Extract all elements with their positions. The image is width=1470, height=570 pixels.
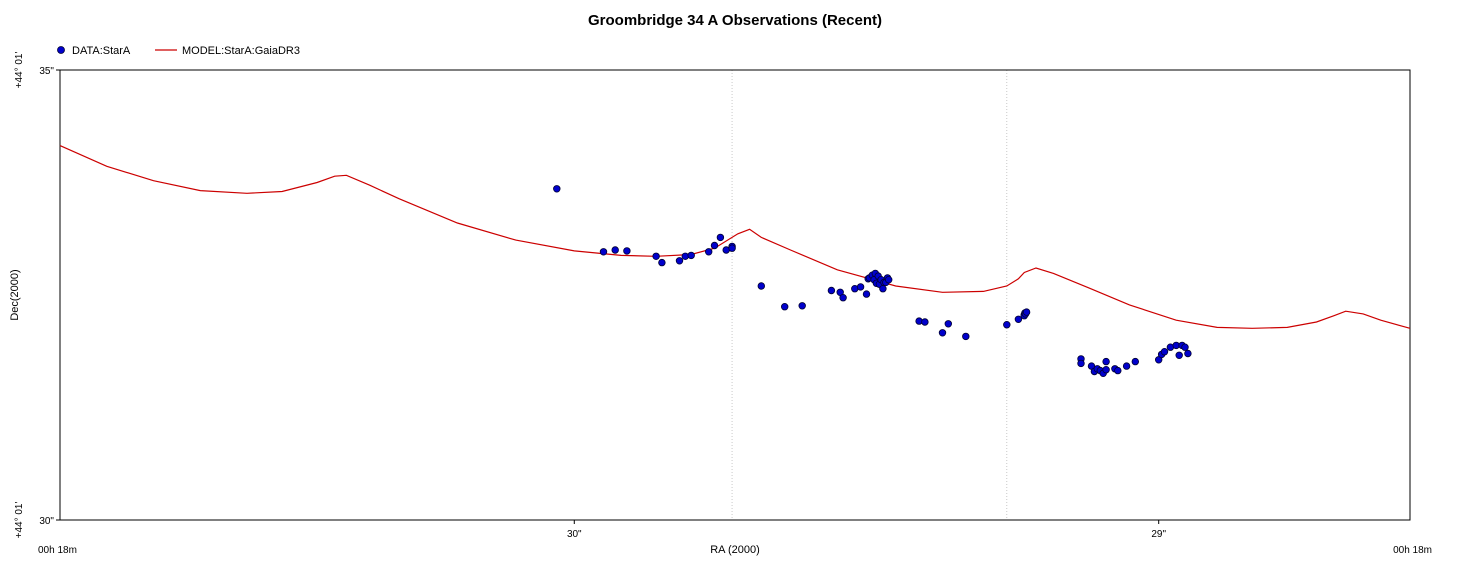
y-axis-label: Dec(2000) <box>9 269 21 320</box>
data-point-44 <box>1014 315 1023 323</box>
chart-title: Groombridge 34 A Observations (Recent) <box>588 12 882 29</box>
data-point-49 <box>1022 308 1031 316</box>
data-point-70 <box>1181 343 1189 351</box>
data-layer <box>553 185 1192 377</box>
data-point-5 <box>658 258 666 267</box>
data-point-68 <box>1175 351 1183 359</box>
plot-frame <box>59 69 1411 521</box>
data-point-16 <box>781 303 789 311</box>
data-point-17 <box>798 302 806 310</box>
data-point-71 <box>1184 349 1192 358</box>
data-point-7 <box>681 252 689 260</box>
data-point-41 <box>944 320 952 328</box>
model-line <box>59 145 1411 329</box>
x-tick-label-1: 30" <box>567 529 582 540</box>
data-point-0 <box>553 185 561 193</box>
data-point-51 <box>1077 359 1085 368</box>
data-point-39 <box>921 318 929 326</box>
data-point-10 <box>710 241 719 250</box>
data-point-37 <box>885 276 893 284</box>
data-point-3 <box>623 247 631 255</box>
data-point-40 <box>938 329 947 337</box>
data-point-33 <box>879 285 887 293</box>
y-tick-main-label-0: +44° 01' <box>14 52 25 89</box>
y-tick-label-0: 35" <box>39 66 54 77</box>
x-tick-label-0: 00h 18m <box>38 545 77 556</box>
tick-layer: 00h 18m 30" 29" 00h 18m 35" +44° 01' 30" +44° 0… <box>14 52 1432 556</box>
model-layer <box>59 145 1411 329</box>
data-point-2 <box>611 246 619 254</box>
data-point-57 <box>1102 357 1110 366</box>
legend-model-label: MODEL:StarA:GaiaDR3 <box>182 45 300 57</box>
data-point-15 <box>757 282 765 290</box>
data-point-42 <box>962 332 970 341</box>
data-point-65 <box>1160 348 1169 356</box>
data-point-20 <box>839 294 847 302</box>
y-tick-label-1: 30" <box>39 516 54 527</box>
grid-layer <box>731 70 1008 520</box>
data-point-8 <box>687 251 695 260</box>
data-point-62 <box>1131 357 1139 366</box>
data-point-18 <box>827 286 836 295</box>
legend-data-marker <box>57 46 65 54</box>
data-point-4 <box>652 252 660 260</box>
y-tick-main-label-1: +44° 01' <box>14 502 25 539</box>
data-point-14 <box>728 244 736 252</box>
data-point-60 <box>1114 366 1122 375</box>
data-point-6 <box>675 257 684 265</box>
data-point-43 <box>1003 321 1011 329</box>
x-axis-label: RA (2000) <box>710 544 760 556</box>
x-tick-label-3: 00h 18m <box>1393 545 1432 556</box>
data-point-61 <box>1122 362 1131 370</box>
legend-data-label: DATA:StarA <box>72 45 131 57</box>
x-tick-label-2: 29" <box>1151 529 1166 540</box>
data-point-23 <box>862 290 871 298</box>
data-point-11 <box>716 233 725 242</box>
data-point-9 <box>705 248 713 256</box>
data-point-22 <box>856 283 865 291</box>
data-point-1 <box>599 248 608 256</box>
legend: DATA:StarA MODEL:StarA:GaiaDR3 <box>57 45 300 57</box>
data-point-58 <box>1102 366 1110 374</box>
